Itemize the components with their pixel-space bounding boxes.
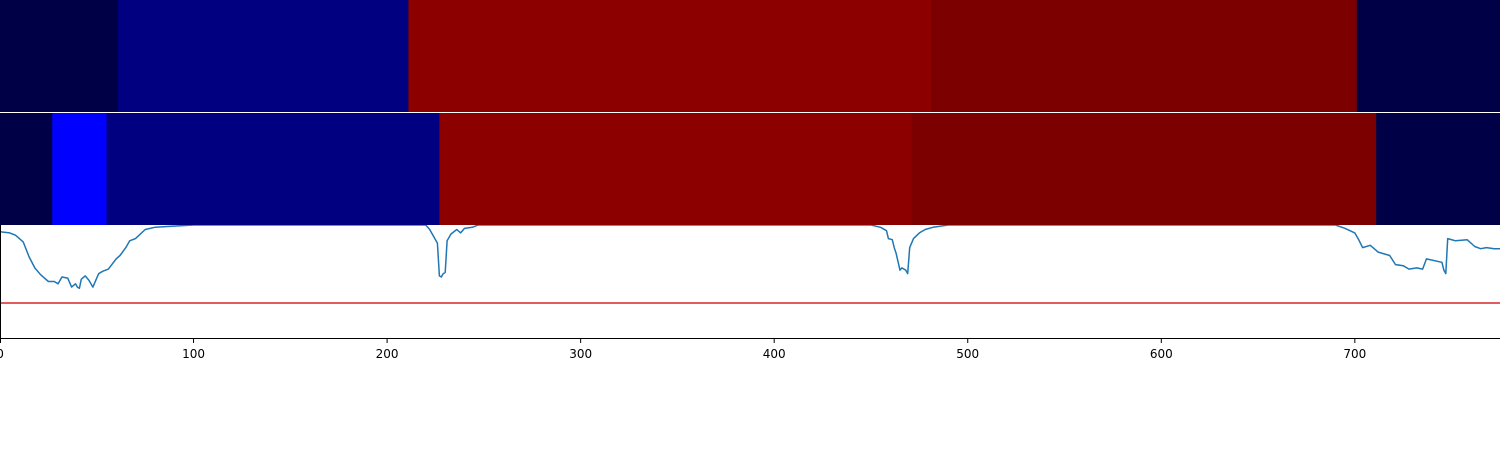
track-1-segment-1 bbox=[0, 0, 119, 112]
track-2-segment-4 bbox=[439, 113, 913, 225]
x-tick-label-300: 300 bbox=[569, 347, 592, 361]
track-1-segment-5 bbox=[1356, 0, 1500, 112]
series-line bbox=[0, 225, 1500, 290]
heatmap-tracks bbox=[0, 0, 1500, 225]
x-tick-label-0: 0 bbox=[0, 347, 4, 361]
x-tick-label-100: 100 bbox=[182, 347, 205, 361]
x-tick-label-500: 500 bbox=[956, 347, 979, 361]
x-tick-label-400: 400 bbox=[763, 347, 786, 361]
line-panel bbox=[0, 225, 1500, 338]
track-2-segment-3 bbox=[106, 113, 440, 225]
track-2-segment-2 bbox=[52, 113, 107, 225]
track-1-segment-2 bbox=[118, 0, 409, 112]
x-tick-label-700: 700 bbox=[1343, 347, 1366, 361]
track-1-segment-3 bbox=[408, 0, 932, 112]
track-2-segment-1 bbox=[0, 113, 53, 225]
x-tick-label-600: 600 bbox=[1150, 347, 1173, 361]
x-tick-label-200: 200 bbox=[376, 347, 399, 361]
x-axis: 0 100 200 300 400 500 600 700 bbox=[0, 338, 1500, 361]
track-2-segment-6 bbox=[1376, 113, 1500, 225]
line-panel-background bbox=[0, 225, 1500, 338]
track-2-segment-5 bbox=[911, 113, 1377, 225]
track-1-segment-4 bbox=[930, 0, 1358, 112]
